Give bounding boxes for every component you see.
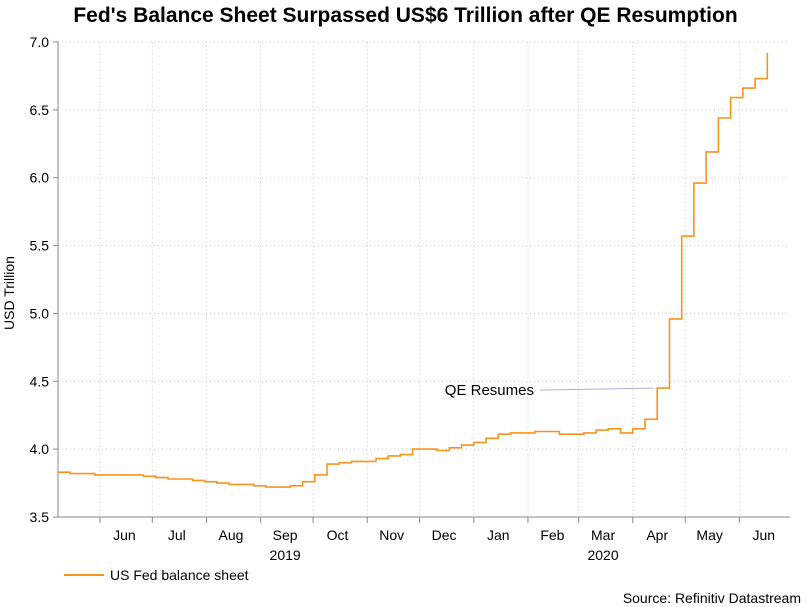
x-tick-label: May (696, 527, 722, 543)
chart-title: Fed's Balance Sheet Surpassed US$6 Trill… (73, 4, 738, 27)
x-tick-label: Oct (327, 527, 349, 543)
legend: US Fed balance sheet (64, 567, 249, 583)
source-note: Source: Refinitiv Datastream (622, 590, 801, 606)
legend-label: US Fed balance sheet (110, 567, 249, 583)
y-tick-label: 4.0 (30, 441, 50, 457)
y-tick-label: 4.5 (30, 373, 50, 389)
y-tick-label: 5.5 (30, 238, 50, 254)
y-tick-label: 5.0 (30, 305, 50, 321)
x-tick-label: Jun (113, 527, 136, 543)
y-tick-label: 3.5 (30, 509, 50, 525)
annotation-leader (539, 387, 654, 391)
x-tick-label: Aug (218, 527, 243, 543)
annotation-label: QE Resumes (445, 382, 534, 399)
series-line (58, 52, 769, 488)
y-tick-label: 7.0 (30, 34, 50, 50)
y-tick-label: 6.5 (30, 102, 50, 118)
x-tick-label: Nov (379, 527, 404, 543)
x-tick-label: Jul (168, 527, 186, 543)
x-tick-label: Feb (540, 527, 564, 543)
x-tick-label: Mar (591, 527, 615, 543)
x-tick-label: Sep (273, 527, 298, 543)
legend-swatch (64, 574, 104, 576)
x-tick-label: Dec (432, 527, 457, 543)
y-tick-label: 6.0 (30, 170, 50, 186)
x-year-label: 2019 (270, 547, 301, 563)
x-tick-label: Jan (487, 527, 510, 543)
y-axis-label: USD Trillion (1, 256, 17, 330)
x-tick-label: Apr (646, 527, 668, 543)
x-year-label: 2020 (587, 547, 618, 563)
x-tick-label: Jun (753, 527, 776, 543)
